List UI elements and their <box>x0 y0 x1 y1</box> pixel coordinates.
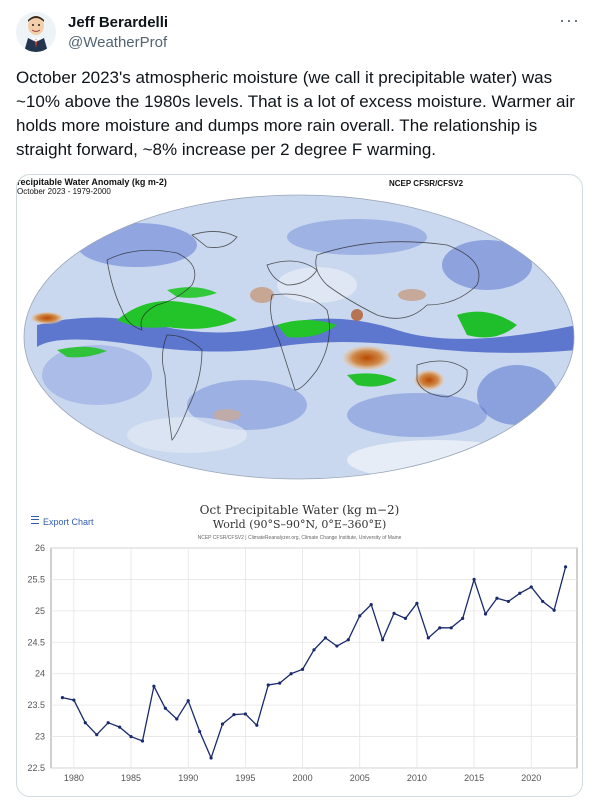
data-point[interactable] <box>83 721 87 725</box>
chart-credit: NCEP CFSR/CFSV2 | ClimateReanalyzer.org,… <box>197 535 402 541</box>
x-tick-label: 2020 <box>521 773 541 783</box>
data-point[interactable] <box>541 599 545 604</box>
precipitable-water-chart: 22.5 23 23.5 24 24.5 25 25.5 26 1980 1985 1990 199… <box>27 543 578 783</box>
hamburger-icon <box>31 516 39 524</box>
y-tick-label: 25.5 <box>27 574 45 584</box>
plot-area <box>50 547 578 769</box>
data-point[interactable] <box>209 756 213 760</box>
data-point[interactable] <box>95 733 99 737</box>
data-point[interactable] <box>175 717 179 721</box>
data-point[interactable] <box>129 734 133 739</box>
data-point[interactable] <box>495 596 499 600</box>
data-point[interactable] <box>243 712 247 716</box>
y-tick-label: 22.5 <box>27 763 45 773</box>
export-chart-label: Export Chart <box>43 517 94 527</box>
cartoon-avatar-icon <box>16 12 56 52</box>
x-tick-label: 1985 <box>121 773 141 783</box>
tweet-text: October 2023's atmospheric moisture (we … <box>16 68 575 159</box>
world-map-graphic <box>23 194 575 480</box>
y-axis: 22.5 23 23.5 24 24.5 25 25.5 26 <box>27 543 45 773</box>
x-axis: 1980 1985 1990 1995 2000 2005 2010 2015 2020 <box>64 773 541 783</box>
data-point[interactable] <box>472 577 476 582</box>
data-point[interactable] <box>289 672 293 676</box>
x-tick-label: 2005 <box>350 773 370 783</box>
x-tick-label: 1990 <box>178 773 198 783</box>
chart-subtitle: World (90°S–90°N, 0°E–360°E) <box>212 518 387 531</box>
data-point[interactable] <box>483 612 488 616</box>
data-point[interactable] <box>118 725 122 729</box>
map-title: recipitable Water Anomaly (kg m-2) <box>17 177 167 187</box>
data-point[interactable] <box>163 706 167 710</box>
map-source: NCEP CFSR/CFSV2 <box>389 179 464 188</box>
data-point[interactable] <box>106 721 110 725</box>
data-point[interactable] <box>563 565 568 569</box>
data-point[interactable] <box>140 739 145 743</box>
y-tick-label: 26 <box>35 543 45 553</box>
data-points <box>60 565 568 760</box>
x-tick-label: 2015 <box>464 773 484 783</box>
data-point[interactable] <box>426 636 430 640</box>
x-tick-label: 2010 <box>407 773 427 783</box>
author-handle[interactable]: @WeatherProf <box>68 34 168 51</box>
data-point[interactable] <box>392 611 396 615</box>
data-point[interactable] <box>60 696 65 700</box>
data-point[interactable] <box>415 601 419 605</box>
y-tick-label: 23.5 <box>27 700 45 710</box>
data-point[interactable] <box>323 636 328 640</box>
y-tick-label: 24 <box>35 669 45 679</box>
data-point[interactable] <box>232 712 236 717</box>
data-point[interactable] <box>300 667 305 671</box>
data-point[interactable] <box>186 699 190 703</box>
data-point[interactable] <box>552 608 556 612</box>
data-point[interactable] <box>461 616 465 620</box>
y-tick-label: 24.5 <box>27 637 45 647</box>
data-point[interactable] <box>72 698 76 702</box>
data-point[interactable] <box>335 644 339 648</box>
more-options-button[interactable]: ··· <box>559 10 580 30</box>
y-tick-label: 25 <box>35 606 45 616</box>
data-point[interactable] <box>438 626 442 630</box>
x-tick-label: 1995 <box>235 773 255 783</box>
map-subtitle: October 2023 - 1979-2000 <box>17 187 111 196</box>
data-point[interactable] <box>220 722 225 726</box>
data-point[interactable] <box>403 616 408 620</box>
data-point[interactable] <box>198 729 202 734</box>
export-chart-button[interactable]: Export Chart <box>31 516 94 527</box>
x-tick-label: 2000 <box>293 773 313 783</box>
tweet-header: Jeff Berardelli @WeatherProf ··· <box>16 10 582 60</box>
author-name[interactable]: Jeff Berardelli <box>68 14 169 31</box>
data-point[interactable] <box>506 599 510 604</box>
data-point[interactable] <box>152 684 156 688</box>
avatar[interactable] <box>16 12 56 52</box>
chart-title: Oct Precipitable Water (kg m−2) <box>199 503 400 517</box>
data-point[interactable] <box>358 614 362 618</box>
data-point[interactable] <box>381 638 385 642</box>
data-point[interactable] <box>449 626 453 630</box>
x-tick-label: 1980 <box>64 773 84 783</box>
data-point[interactable] <box>312 648 316 652</box>
tweet-media[interactable]: recipitable Water Anomaly (kg m-2) Octob… <box>16 174 583 797</box>
data-point[interactable] <box>529 585 533 589</box>
anomaly-map: recipitable Water Anomaly (kg m-2) Octob… <box>17 175 582 493</box>
data-point[interactable] <box>255 723 259 727</box>
data-point[interactable] <box>346 638 350 642</box>
gridlines <box>51 547 577 769</box>
y-tick-label: 23 <box>35 732 45 742</box>
data-point[interactable] <box>518 591 522 595</box>
data-point[interactable] <box>266 683 270 687</box>
data-point[interactable] <box>278 681 282 685</box>
data-point[interactable] <box>369 602 373 607</box>
